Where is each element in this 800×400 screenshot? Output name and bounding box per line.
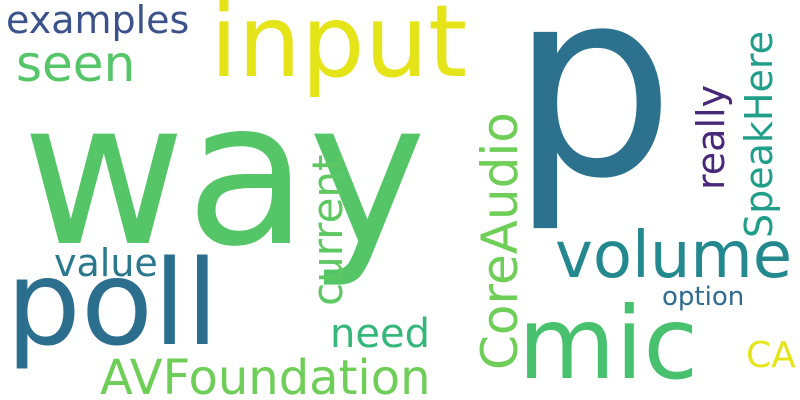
word-examples: examples: [6, 0, 190, 42]
word-CA: CA: [746, 335, 796, 376]
word-option: option: [662, 282, 745, 312]
word-current: current: [303, 154, 352, 306]
word-volume: volume: [555, 219, 793, 293]
word-p: p: [510, 0, 676, 236]
word-seen: seen: [16, 35, 136, 93]
word-really: really: [689, 84, 733, 190]
word-AVFoundation: AVFoundation: [100, 350, 431, 400]
word-value: value: [54, 241, 158, 285]
word-input: input: [210, 0, 468, 100]
word-need: need: [330, 311, 430, 357]
word-way: way: [22, 58, 427, 291]
word-CoreAudio: CoreAudio: [471, 112, 529, 370]
word-mic: mic: [518, 285, 699, 400]
word-poll: poll: [6, 234, 219, 372]
word-SpeakHere: SpeakHere: [737, 30, 781, 238]
